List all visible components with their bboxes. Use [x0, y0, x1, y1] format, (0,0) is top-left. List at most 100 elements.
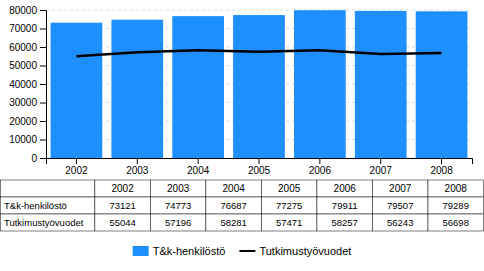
table-value: 58281: [220, 217, 246, 228]
y-tick-label: 30000: [9, 97, 37, 108]
y-tick: 0: [31, 153, 46, 164]
y-tick-mark: [40, 140, 46, 141]
y-tick-mark: [40, 29, 46, 30]
x-tick-mark: [259, 158, 260, 164]
y-tick: 60000: [9, 42, 46, 53]
y-tick: 80000: [9, 5, 46, 16]
table-cell: [95, 197, 151, 214]
grid: [46, 10, 472, 158]
grid-line: [46, 10, 472, 11]
table-cell: [317, 197, 373, 214]
x-tick-mark: [76, 158, 77, 164]
table-value: 79911: [332, 200, 358, 211]
x-tick-mark: [137, 158, 138, 164]
x-tick-label: 2003: [126, 165, 149, 176]
table-cell: [1, 214, 95, 231]
x-tick-label: 2002: [65, 165, 88, 176]
y-tick-label: 70000: [9, 23, 37, 34]
legend-swatch: [239, 250, 255, 252]
plot-area: [51, 10, 468, 158]
bar: [172, 16, 224, 158]
y-axis-line: [40, 11, 47, 159]
y-tick-mark: [40, 47, 46, 48]
table-cell: [428, 180, 484, 197]
table-header: 2007: [389, 183, 412, 194]
table-value: 77275: [276, 200, 302, 211]
table-cell: [150, 180, 206, 197]
y-tick: 20000: [9, 116, 46, 127]
x-tick: 2002: [65, 158, 88, 176]
table-cell: [372, 197, 428, 214]
legend-label: T&k-henkilöstö: [153, 245, 226, 257]
bar: [233, 15, 285, 158]
chart: 0 10000 20000 30000 40000 50000 60000 70000 8000…: [0, 0, 484, 271]
x-tick: 2007: [370, 158, 393, 176]
table-value: 57196: [165, 217, 191, 228]
table-cell: [206, 180, 262, 197]
table-cell: [428, 197, 484, 214]
bar: [51, 23, 103, 158]
y-tick-label: 20000: [9, 116, 37, 127]
table-cell: [428, 214, 484, 231]
x-tick-mark: [198, 158, 199, 164]
table-header: 2008: [445, 183, 468, 194]
table-header: 2003: [167, 183, 190, 194]
table-value: 55044: [109, 217, 135, 228]
x-tick: 2006: [309, 158, 332, 176]
x-tick-mark: [441, 158, 442, 164]
x-axis-line: [47, 159, 473, 165]
table-cell: [261, 180, 317, 197]
table-cell: [261, 197, 317, 214]
y-tick-mark: [40, 10, 46, 11]
y-tick-label: 0: [31, 153, 37, 164]
legend-swatch: [133, 246, 149, 256]
y-tick-label: 60000: [9, 42, 37, 53]
table-row-label: T&k-henkilöstö: [4, 200, 67, 211]
x-tick-mark: [380, 158, 381, 164]
table-header: 2005: [278, 183, 301, 194]
table-value: 57471: [276, 217, 302, 228]
table-cell: [261, 214, 317, 231]
bar: [416, 11, 468, 158]
y-tick-label: 10000: [9, 134, 37, 145]
table-header: 2002: [112, 183, 135, 194]
table-cell: [317, 180, 373, 197]
table-cell: [95, 214, 151, 231]
y-tick-mark: [40, 158, 46, 159]
y-tick-label: 80000: [9, 5, 37, 16]
x-tick-mark: [319, 158, 320, 164]
y-tick-mark: [40, 103, 46, 104]
table-value: 79507: [387, 200, 413, 211]
legend-item: T&k-henkilöstö: [133, 245, 226, 257]
x-tick: 2005: [248, 158, 271, 176]
y-tick-mark: [40, 84, 46, 85]
y-tick-mark: [40, 66, 46, 67]
y-tick-mark: [40, 121, 46, 122]
x-tick-label: 2007: [370, 165, 393, 176]
y-tick: 30000: [9, 97, 46, 108]
y-tick: 40000: [9, 79, 46, 90]
table-value: 58257: [331, 217, 357, 228]
table-cell: [206, 197, 262, 214]
table-value: 79289: [443, 200, 469, 211]
bar: [111, 20, 163, 158]
x-tick: 2003: [126, 158, 149, 176]
x-tick-label: 2005: [248, 165, 271, 176]
table-value: 56243: [387, 217, 413, 228]
table-header: 2006: [334, 183, 357, 194]
table-cell: [1, 197, 95, 214]
y-tick: 70000: [9, 23, 46, 34]
y-tick-label: 40000: [9, 79, 37, 90]
table-cell: [206, 214, 262, 231]
table-cell: [317, 214, 373, 231]
x-axis: 2002200320042005200620072008: [47, 158, 473, 176]
y-tick: 50000: [9, 60, 46, 71]
table-value: 73121: [109, 200, 135, 211]
bar: [355, 11, 407, 158]
legend-item: Tutkimustyövuodet: [239, 245, 351, 257]
table-header: 2004: [223, 183, 246, 194]
table-value: 56698: [443, 217, 469, 228]
x-tick-label: 2006: [309, 165, 332, 176]
x-tick: 2008: [430, 158, 453, 176]
table-cell: [95, 180, 151, 197]
